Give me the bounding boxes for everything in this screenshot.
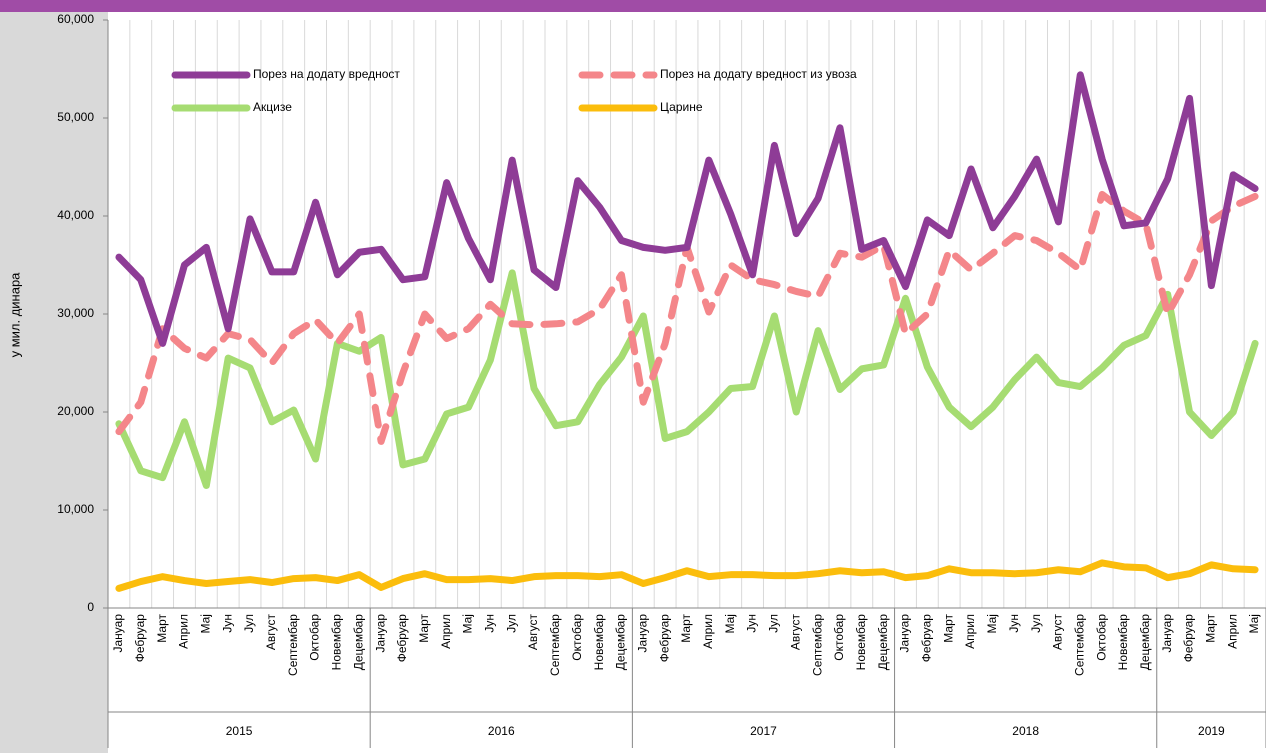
x-tick-label: Јануар [635, 614, 649, 653]
x-tick-label: Март [417, 614, 431, 643]
x-tick-label: Март [155, 614, 169, 643]
x-tick-label: Јул [504, 614, 518, 633]
x-tick-label: Јануар [898, 614, 912, 653]
x-tick-label: Јун [220, 614, 234, 633]
x-tick-label: Октобар [570, 614, 584, 661]
x-tick-label: Јул [1029, 614, 1043, 633]
group-label: 2018 [1012, 724, 1039, 738]
x-tick-label: Август [264, 614, 278, 651]
legend-label: Царине [660, 100, 703, 114]
x-tick-label: Април [963, 614, 977, 649]
x-tick-label: Фебруар [133, 614, 147, 663]
x-tick-label: Април [439, 614, 453, 649]
group-label: 2016 [488, 724, 515, 738]
legend-label: Порез на додату вредност [253, 67, 400, 81]
x-tick-label: Јун [1007, 614, 1021, 633]
x-tick-label: Децембар [1138, 614, 1152, 671]
x-tick-label: Јун [483, 614, 497, 633]
x-tick-label: Јун [745, 614, 759, 633]
x-tick-label: Децембар [614, 614, 628, 671]
x-tick-label: Октобар [308, 614, 322, 661]
x-tick-label: Фебруар [920, 614, 934, 663]
y-tick-label: 10,000 [57, 502, 94, 516]
x-tick-label: Мај [1247, 614, 1261, 633]
x-tick-label: Јул [767, 614, 781, 633]
y-tick-label: 20,000 [57, 404, 94, 418]
x-tick-label: Април [177, 614, 191, 649]
x-tick-label: Август [788, 614, 802, 651]
x-tick-label: Март [679, 614, 693, 643]
group-label: 2019 [1198, 724, 1225, 738]
x-tick-label: Јануар [373, 614, 387, 653]
x-tick-label: Децембар [876, 614, 890, 671]
y-tick-label: 50,000 [57, 110, 94, 124]
series-line [115, 269, 1259, 489]
x-tick-label: Новембар [854, 614, 868, 671]
x-tick-label: Мај [723, 614, 737, 633]
x-tick-label: Април [1225, 614, 1239, 649]
y-tick-label: 0 [87, 600, 94, 614]
x-tick-label: Октобар [832, 614, 846, 661]
x-tick-label: Март [1204, 614, 1218, 643]
x-tick-label: Новембар [592, 614, 606, 671]
x-tick-label: Август [526, 614, 540, 651]
x-tick-label: Мај [461, 614, 475, 633]
x-tick-label: Април [701, 614, 715, 649]
x-tick-label: Фебруар [1182, 614, 1196, 663]
top-bar [0, 0, 1266, 12]
x-tick-label: Јануар [1160, 614, 1174, 653]
legend-label: Акцизе [253, 100, 292, 114]
series-line [115, 559, 1259, 592]
series-line [115, 71, 1259, 347]
group-label: 2017 [750, 724, 777, 738]
x-tick-label: Март [941, 614, 955, 643]
x-tick-label: Мај [985, 614, 999, 633]
x-tick-label: Септембар [548, 614, 562, 676]
y-tick-label: 30,000 [57, 306, 94, 320]
x-tick-label: Септембар [1072, 614, 1086, 676]
y-tick-label: 60,000 [57, 12, 94, 26]
x-tick-label: Октобар [1094, 614, 1108, 661]
y-axis-label: у мил. динара [7, 272, 22, 358]
y-tick-label: 40,000 [57, 208, 94, 222]
x-tick-label: Јануар [111, 614, 125, 653]
x-tick-label: Јул [242, 614, 256, 633]
x-tick-label: Децембар [351, 614, 365, 671]
legend-label: Порез на додату вредност из увоза [660, 67, 857, 81]
x-tick-label: Мај [198, 614, 212, 633]
x-tick-label: Фебруар [657, 614, 671, 663]
x-tick-label: Новембар [330, 614, 344, 671]
x-tick-label: Септембар [810, 614, 824, 676]
group-label: 2015 [226, 724, 253, 738]
x-tick-label: Фебруар [395, 614, 409, 663]
x-tick-label: Септембар [286, 614, 300, 676]
x-tick-label: Август [1051, 614, 1065, 651]
x-tick-label: Новембар [1116, 614, 1130, 671]
